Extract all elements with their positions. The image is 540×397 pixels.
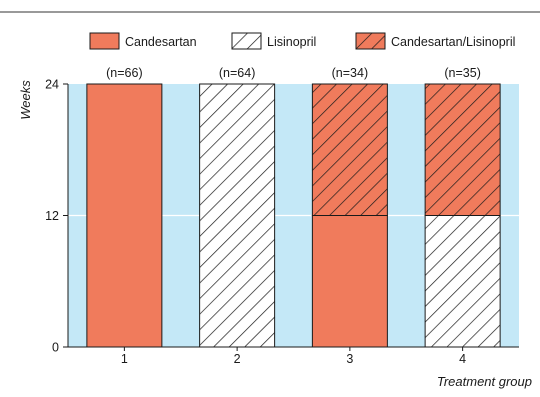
sample-size-label-2: (n=64) <box>219 66 255 80</box>
legend-label-lisinopril: Lisinopril <box>267 35 316 49</box>
y-tick-label-12: 12 <box>45 209 59 223</box>
x-tick-label-1: 1 <box>121 352 128 366</box>
legend-swatch-candesartan <box>89 32 120 50</box>
axes: 0 12 24 <box>45 78 519 355</box>
bar-4-candesartan-lisinopril <box>424 83 501 216</box>
bar-3-candesartan <box>311 215 388 348</box>
bar-4-lisinopril <box>424 215 501 348</box>
legend-swatch-candesartan-lisinopril <box>355 32 386 50</box>
sample-size-label-4: (n=35) <box>444 66 480 80</box>
legend-swatch-lisinopril <box>231 32 262 50</box>
x-axis-label: Treatment group <box>437 374 532 389</box>
x-tick-label-3: 3 <box>346 352 353 366</box>
legend-label-candesartan: Candesartan <box>125 35 197 49</box>
y-tick-label-24: 24 <box>45 78 59 92</box>
sample-size-label-1: (n=66) <box>106 66 142 80</box>
legend-label-candesartan-lisinopril: Candesartan/Lisinopril <box>391 35 515 49</box>
bar-3-candesartan-lisinopril <box>311 83 388 216</box>
x-tick-label-4: 4 <box>459 352 466 366</box>
bars: (n=66) 1 (n=64) 2 (n=34) 3 (n=35) 4 <box>86 66 501 366</box>
y-tick-label-0: 0 <box>52 341 59 355</box>
legend: Candesartan Lisinopril Candesartan/Lisinop… <box>89 32 515 50</box>
x-tick-label-2: 2 <box>234 352 241 366</box>
bar-2-lisinopril <box>199 83 276 348</box>
bar-1-candesartan <box>86 83 163 348</box>
sample-size-label-3: (n=34) <box>332 66 368 80</box>
y-axis-label: Weeks <box>18 80 33 120</box>
